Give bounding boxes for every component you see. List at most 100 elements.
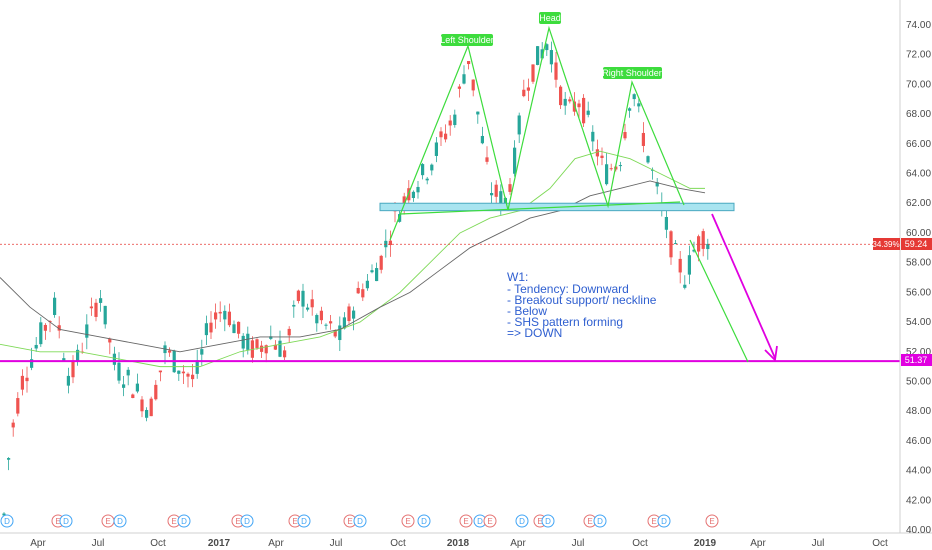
candle-body bbox=[209, 322, 213, 333]
moving-average-line bbox=[0, 180, 706, 353]
note-line-2: - Tendency: Downward bbox=[507, 282, 629, 296]
dividend-marker bbox=[297, 514, 311, 528]
event-marker-label: E bbox=[587, 517, 592, 526]
dividend-marker bbox=[177, 514, 191, 528]
candle-body bbox=[237, 321, 241, 334]
change-tag: 34.39% bbox=[872, 240, 899, 249]
y-tick-label: 54.00 bbox=[906, 317, 931, 328]
candle-body bbox=[241, 335, 245, 349]
event-marker-label: D bbox=[63, 517, 69, 526]
earnings-marker bbox=[459, 514, 473, 528]
dividend-marker bbox=[113, 514, 127, 528]
candle-body bbox=[140, 399, 144, 412]
candle-body bbox=[582, 97, 586, 124]
x-tick-label: Oct bbox=[390, 538, 406, 549]
earnings-marker bbox=[401, 514, 415, 528]
candle-body bbox=[154, 384, 158, 400]
candle-body bbox=[434, 142, 438, 156]
x-tick-label: Jul bbox=[330, 538, 343, 549]
dividend-marker bbox=[353, 514, 367, 528]
x-tick-label: Oct bbox=[872, 538, 888, 549]
event-marker-label: E bbox=[171, 517, 176, 526]
dividend-marker bbox=[417, 514, 431, 528]
candle-body bbox=[85, 324, 89, 338]
x-tick-label: Apr bbox=[510, 538, 526, 549]
candle-body bbox=[706, 243, 710, 250]
candle-body bbox=[637, 103, 641, 107]
event-marker-label: D bbox=[301, 517, 307, 526]
candle-body bbox=[145, 409, 149, 418]
candle-body bbox=[66, 375, 70, 386]
dividend-marker bbox=[240, 514, 254, 528]
event-marker-label: E bbox=[463, 517, 468, 526]
candle-body bbox=[646, 156, 650, 163]
y-tick-label: 70.00 bbox=[906, 79, 931, 90]
candle-body bbox=[200, 349, 204, 355]
earnings-marker bbox=[705, 514, 719, 528]
projection-arrow bbox=[711, 213, 776, 359]
candle-body bbox=[605, 164, 609, 185]
candle-body bbox=[103, 305, 107, 325]
candle-body bbox=[462, 74, 466, 84]
candle-body bbox=[453, 114, 457, 126]
candle-body bbox=[457, 86, 461, 89]
candle-body bbox=[517, 115, 521, 135]
y-tick-label: 66.00 bbox=[906, 139, 931, 150]
candle-body bbox=[591, 131, 595, 142]
analysis-notes: W1: - Tendency: Downward - Breakout supp… bbox=[507, 270, 657, 340]
candle-body bbox=[545, 44, 549, 51]
y-tick-label: 44.00 bbox=[906, 466, 931, 477]
candle-body bbox=[416, 186, 420, 193]
candle-body bbox=[25, 377, 29, 382]
event-marker-label: E bbox=[537, 517, 542, 526]
candle-body bbox=[264, 345, 268, 354]
candle-body bbox=[508, 184, 512, 192]
candle-body bbox=[540, 49, 544, 59]
candle-body bbox=[315, 315, 319, 324]
event-marker-label: E bbox=[709, 517, 714, 526]
y-tick-label: 52.00 bbox=[906, 347, 931, 358]
candle-body bbox=[494, 184, 498, 197]
x-tick-label: 2017 bbox=[208, 538, 231, 549]
x-tick-label: 2019 bbox=[694, 538, 717, 549]
candle-body bbox=[600, 155, 604, 159]
earnings-marker bbox=[483, 514, 497, 528]
x-tick-label: Jul bbox=[92, 538, 105, 549]
candle-body bbox=[306, 307, 310, 310]
event-marker-label: E bbox=[347, 517, 352, 526]
y-tick-label: 72.00 bbox=[906, 50, 931, 61]
candle-body bbox=[149, 398, 153, 417]
candle-body bbox=[697, 236, 701, 252]
candle-body bbox=[301, 290, 305, 307]
note-line-5: - SHS pattern forming bbox=[507, 315, 623, 329]
event-marker-label: E bbox=[405, 517, 410, 526]
price-tag: 59.24 bbox=[905, 239, 928, 249]
candle-body bbox=[361, 289, 365, 298]
y-tick-label: 46.00 bbox=[906, 436, 931, 447]
candle-body bbox=[191, 374, 195, 380]
candle-body bbox=[329, 321, 333, 324]
candle-body bbox=[641, 132, 645, 146]
x-tick-label: Oct bbox=[150, 538, 166, 549]
shs-pattern-lines bbox=[389, 25, 685, 241]
note-line-1: W1: bbox=[507, 270, 528, 284]
candle-body bbox=[674, 243, 678, 245]
overlay-layer bbox=[0, 25, 900, 363]
y-tick-labels: 74.00 72.00 70.00 68.00 66.00 64.00 62.00 60.00… bbox=[906, 20, 931, 536]
candle-body bbox=[559, 86, 563, 106]
candle-body bbox=[158, 370, 162, 373]
candle-body bbox=[324, 324, 328, 326]
candle-body bbox=[34, 344, 38, 349]
candle-body bbox=[421, 164, 425, 176]
candle-body bbox=[549, 50, 553, 65]
change-tag-bg bbox=[873, 238, 900, 250]
candle-body bbox=[379, 255, 383, 270]
support-tag-bg bbox=[901, 354, 932, 366]
candle-body bbox=[623, 132, 627, 139]
x-tick-label: Apr bbox=[750, 538, 766, 549]
candle-body bbox=[618, 165, 622, 167]
